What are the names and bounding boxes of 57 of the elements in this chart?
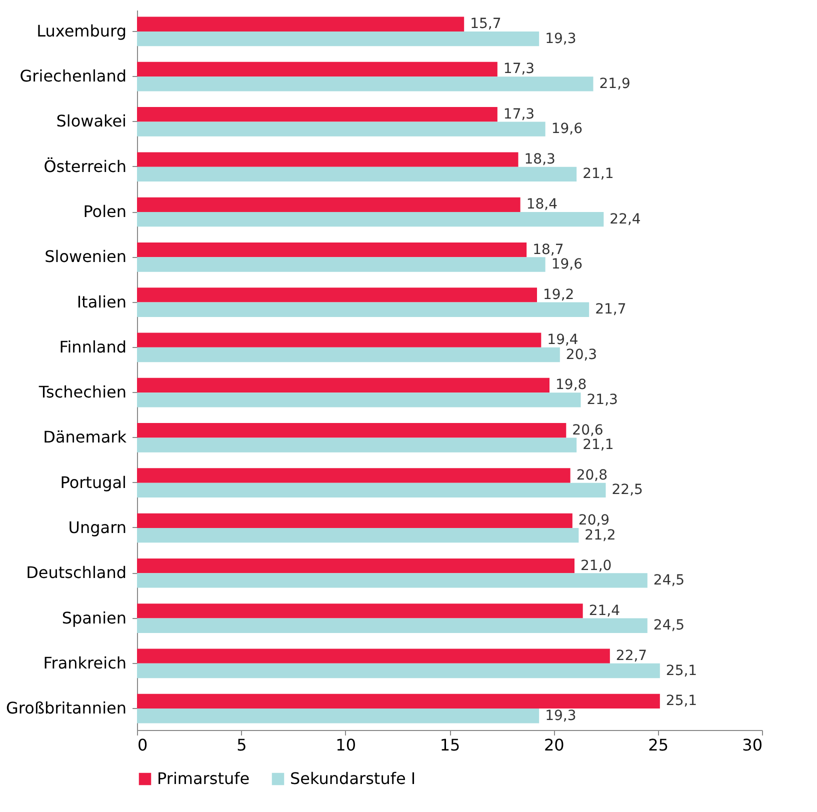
x-tick-label: 30	[742, 736, 762, 754]
y-tick-label: Portugal	[60, 472, 126, 492]
legend-label: Sekundarstufe I	[290, 769, 416, 788]
data-label: 18,3	[524, 152, 556, 168]
data-label: 20,6	[572, 422, 604, 438]
x-tick-label: 15	[440, 736, 460, 754]
y-tick-label: Frankreich	[43, 653, 126, 672]
data-label: 21,9	[599, 76, 630, 92]
data-label: 25,1	[666, 662, 698, 679]
data-label: 25,1	[666, 693, 698, 710]
data-label: 24,5	[653, 572, 685, 588]
data-label: 20,3	[566, 346, 598, 363]
x-tick-label: 25	[648, 736, 669, 754]
x-tick-label: 20	[544, 736, 564, 754]
y-tick-label: Tschechien	[38, 382, 126, 402]
data-label: 22,4	[610, 211, 641, 228]
y-tick-label: Spanien	[62, 608, 126, 628]
data-label: 18,4	[526, 196, 558, 213]
y-tick-label: Griechenland	[20, 66, 126, 86]
data-label: 19,3	[545, 708, 576, 724]
y-tick-label: Italien	[76, 292, 126, 312]
data-label: 19,2	[543, 286, 574, 303]
y-tick-label: Polen	[83, 202, 126, 222]
data-label: 21,0	[580, 558, 612, 574]
data-label: 19,6	[551, 256, 583, 272]
y-tick-label: Luxemburg	[36, 21, 126, 40]
y-tick-label: Ungarn	[68, 518, 126, 537]
data-label: 20,8	[576, 468, 608, 484]
data-label: 21,7	[595, 302, 626, 318]
y-tick-label: Deutschland	[26, 563, 126, 582]
data-label: 15,7	[470, 16, 502, 32]
y-tick-label: Dänemark	[43, 428, 128, 447]
x-tick-label: 5	[236, 736, 247, 754]
data-label: 21,1	[582, 166, 614, 182]
data-label: 19,6	[551, 121, 583, 138]
legend-label: Primarstufe	[157, 769, 250, 788]
data-label: 21,4	[588, 602, 620, 619]
y-tick-label: Großbritannien	[6, 698, 126, 718]
data-label: 17,3	[503, 61, 535, 78]
data-label: 19,8	[556, 377, 587, 394]
data-label: 24,5	[653, 618, 685, 634]
x-tick-label: 10	[336, 736, 356, 754]
data-label: 18,7	[532, 242, 564, 258]
data-label: 20,9	[578, 512, 610, 529]
y-tick-label: Slowakei	[56, 112, 126, 131]
data-label: 22,5	[612, 482, 643, 498]
data-label: 17,3	[503, 106, 535, 122]
data-label: 22,7	[616, 648, 648, 664]
data-label: 21,1	[582, 437, 614, 454]
y-tick-label: Slowenien	[44, 247, 126, 266]
y-tick-label: Österreich	[44, 156, 126, 176]
data-label: 19,3	[545, 30, 576, 47]
data-label: 21,3	[586, 392, 618, 408]
x-tick-label: 0	[138, 736, 148, 754]
data-label: 21,2	[584, 527, 616, 544]
data-label: 19,4	[547, 332, 578, 348]
y-tick-label: Finnland	[59, 337, 126, 356]
